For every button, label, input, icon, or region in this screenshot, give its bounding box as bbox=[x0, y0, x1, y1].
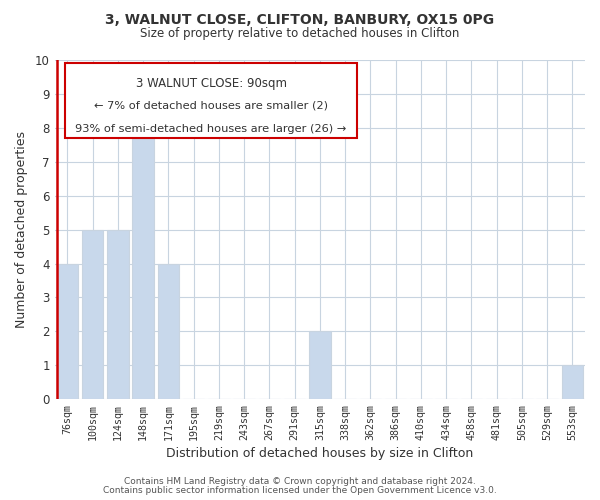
Bar bbox=[158, 264, 179, 399]
Text: 93% of semi-detached houses are larger (26) →: 93% of semi-detached houses are larger (… bbox=[76, 124, 347, 134]
Bar bbox=[562, 366, 583, 399]
Text: Contains public sector information licensed under the Open Government Licence v3: Contains public sector information licen… bbox=[103, 486, 497, 495]
FancyBboxPatch shape bbox=[65, 64, 357, 138]
Y-axis label: Number of detached properties: Number of detached properties bbox=[15, 131, 28, 328]
Bar bbox=[133, 128, 154, 399]
Text: Size of property relative to detached houses in Clifton: Size of property relative to detached ho… bbox=[140, 28, 460, 40]
Bar bbox=[107, 230, 128, 399]
X-axis label: Distribution of detached houses by size in Clifton: Distribution of detached houses by size … bbox=[166, 447, 473, 460]
Text: ← 7% of detached houses are smaller (2): ← 7% of detached houses are smaller (2) bbox=[94, 100, 328, 110]
Bar bbox=[82, 230, 103, 399]
Text: Contains HM Land Registry data © Crown copyright and database right 2024.: Contains HM Land Registry data © Crown c… bbox=[124, 477, 476, 486]
Text: 3 WALNUT CLOSE: 90sqm: 3 WALNUT CLOSE: 90sqm bbox=[136, 77, 287, 90]
Text: 3, WALNUT CLOSE, CLIFTON, BANBURY, OX15 0PG: 3, WALNUT CLOSE, CLIFTON, BANBURY, OX15 … bbox=[106, 12, 494, 26]
Bar bbox=[309, 332, 331, 399]
Bar bbox=[56, 264, 78, 399]
